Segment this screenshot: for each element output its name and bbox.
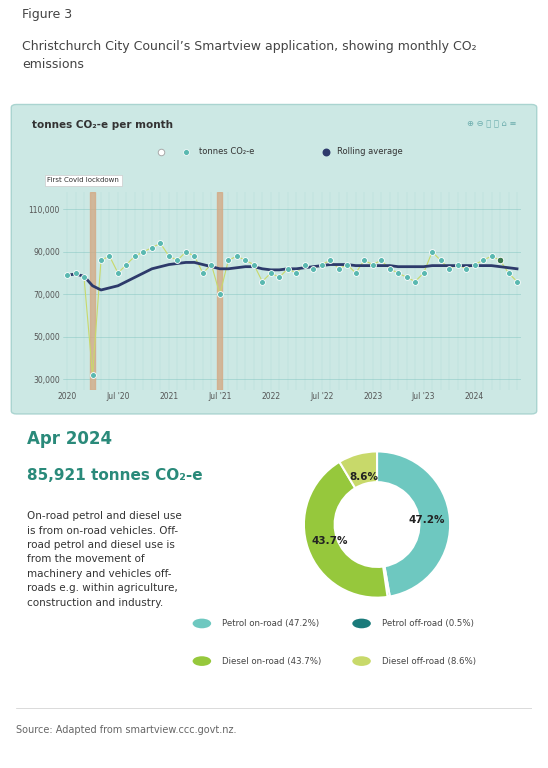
Text: 85,921 tonnes CO₂-e: 85,921 tonnes CO₂-e	[27, 468, 202, 483]
FancyBboxPatch shape	[12, 104, 536, 414]
Text: Source: Adapted from smartview.ccc.govt.nz.: Source: Adapted from smartview.ccc.govt.…	[16, 724, 237, 735]
Text: Diesel on-road (43.7%): Diesel on-road (43.7%)	[222, 657, 322, 666]
Text: Petrol off-road (0.5%): Petrol off-road (0.5%)	[382, 619, 474, 628]
Circle shape	[352, 656, 371, 666]
Text: tonnes CO₂-e: tonnes CO₂-e	[199, 147, 255, 156]
Text: On-road petrol and diesel use
is from on-road vehicles. Off-
road petrol and die: On-road petrol and diesel use is from on…	[27, 511, 181, 607]
Text: Second Covid lockdown: Second Covid lockdown	[171, 196, 254, 201]
Circle shape	[192, 619, 211, 628]
Text: Diesel off-road (8.6%): Diesel off-road (8.6%)	[382, 657, 476, 666]
Point	[182, 145, 191, 157]
Circle shape	[352, 619, 371, 628]
Text: Petrol on-road (47.2%): Petrol on-road (47.2%)	[222, 619, 319, 628]
Text: Rolling average: Rolling average	[337, 147, 403, 156]
Text: Christchurch City Council’s Smartview application, showing monthly CO₂
emissions: Christchurch City Council’s Smartview ap…	[22, 40, 477, 71]
Text: Figure 3: Figure 3	[22, 8, 72, 21]
Point	[156, 145, 165, 157]
Circle shape	[192, 656, 211, 666]
Text: ⊕ ⊖ 🔍 ✋ ⌂ ≡: ⊕ ⊖ 🔍 ✋ ⌂ ≡	[466, 120, 516, 129]
Text: tonnes CO₂-e per month: tonnes CO₂-e per month	[32, 120, 173, 130]
Text: First Covid lockdown: First Covid lockdown	[48, 177, 119, 184]
Text: Apr 2024: Apr 2024	[27, 431, 112, 449]
Point	[321, 145, 330, 157]
